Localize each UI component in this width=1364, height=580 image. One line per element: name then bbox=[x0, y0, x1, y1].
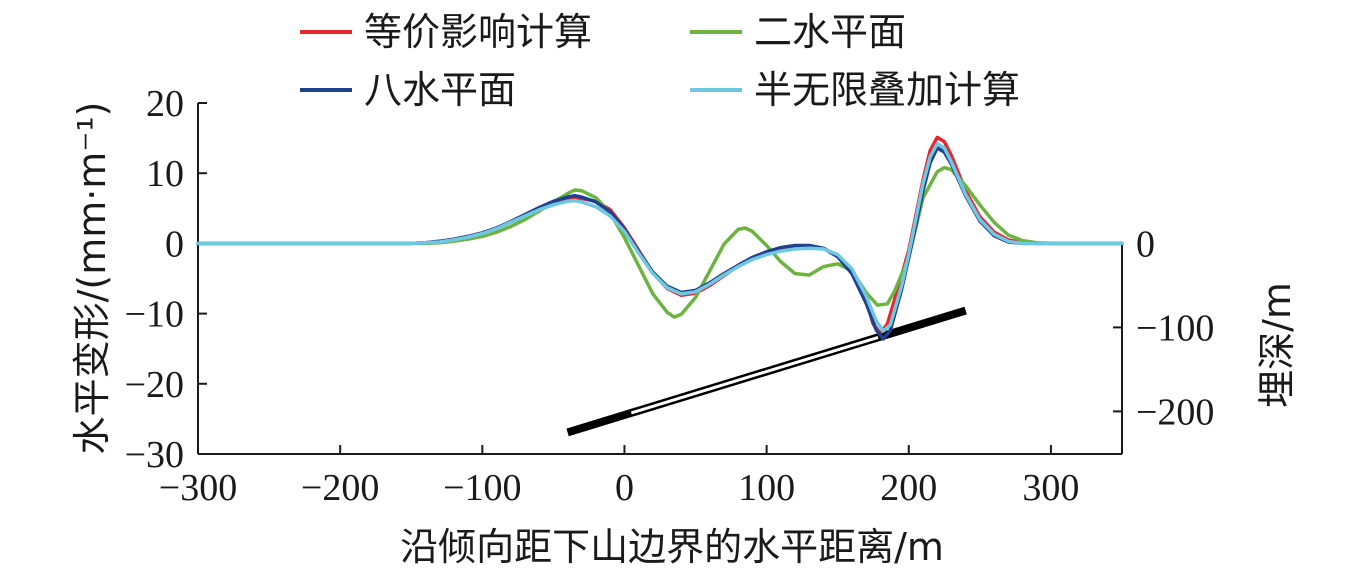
x-tick-label: 100 bbox=[738, 467, 795, 509]
series-line-4 bbox=[196, 141, 1124, 333]
coal-seam-profile bbox=[566, 306, 967, 437]
legend-label-2: 二水平面 bbox=[754, 10, 906, 54]
series-line-2 bbox=[196, 165, 1124, 319]
legend-label-3: 八水平面 bbox=[364, 68, 516, 112]
x-tick-label: −200 bbox=[301, 467, 379, 509]
legend-label-1: 等价影响计算 bbox=[364, 10, 592, 54]
series-group bbox=[196, 135, 1124, 341]
y2-tick-label: 0 bbox=[1136, 223, 1155, 265]
y2-axis-title: 埋深/m bbox=[1255, 282, 1299, 408]
y2-tick-label: −200 bbox=[1136, 391, 1214, 433]
y-tick-label: −20 bbox=[125, 364, 184, 406]
y-tick-label: 10 bbox=[146, 153, 184, 195]
y-tick-label: −30 bbox=[125, 434, 184, 476]
x-tick-label: −100 bbox=[443, 467, 521, 509]
x-tick-label: 0 bbox=[615, 467, 634, 509]
x-axis-title: 沿倾向距下山边界的水平距离/m bbox=[400, 525, 944, 569]
y-axis-title: 水平变形/(mm·m⁻¹) bbox=[70, 102, 114, 455]
seam-inner bbox=[630, 335, 879, 415]
y2-tick-label: −100 bbox=[1136, 307, 1214, 349]
legend-label-4: 半无限叠加计算 bbox=[754, 68, 1020, 112]
x-tick-label: 300 bbox=[1022, 467, 1079, 509]
y-tick-label: 0 bbox=[165, 223, 184, 265]
y-tick-label: 20 bbox=[146, 83, 184, 125]
x-tick-label: −300 bbox=[159, 467, 237, 509]
y-tick-label: −10 bbox=[125, 294, 184, 336]
x-tick-label: 200 bbox=[880, 467, 937, 509]
